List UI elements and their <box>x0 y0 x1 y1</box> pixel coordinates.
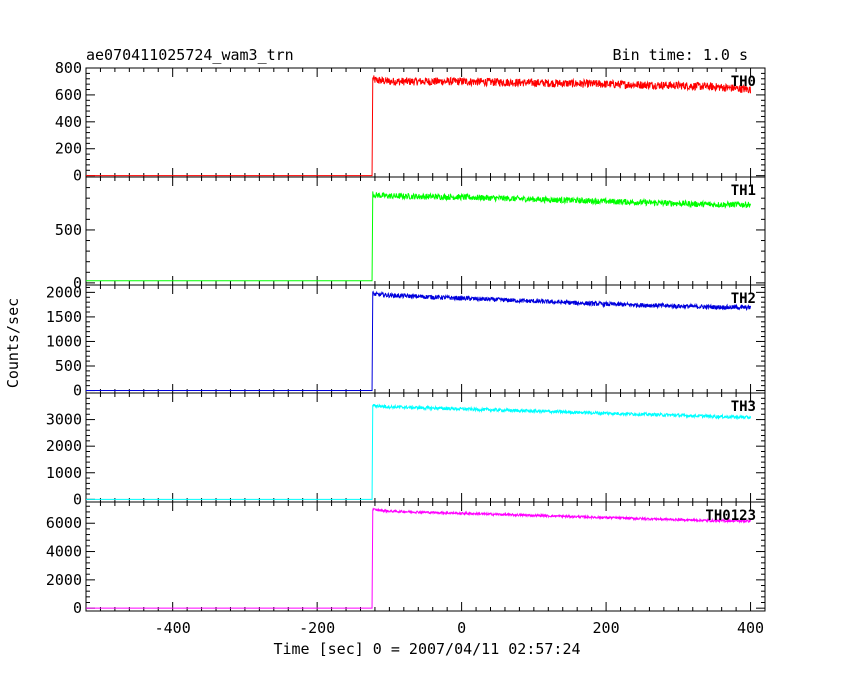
panel-label-th0123: TH0123 <box>705 508 756 524</box>
y-tick-label: 2000 <box>46 283 82 301</box>
y-tick-label: 1500 <box>46 308 82 326</box>
panel-frame <box>85 176 766 286</box>
y-tick-label: 500 <box>55 221 82 239</box>
series-line-th0 <box>86 75 752 177</box>
series-line-th2 <box>86 290 752 392</box>
y-tick-label: 1000 <box>46 464 82 482</box>
chart-title: ae070411025724_wam3_trn <box>86 46 294 64</box>
x-axis-label: Time [sec] 0 = 2007/04/11 02:57:24 <box>273 640 580 658</box>
panel-label-th1: TH1 <box>731 183 756 199</box>
x-tick-label: -400 <box>155 619 191 637</box>
series-line-th1 <box>86 191 752 282</box>
y-axis-label: Counts/sec <box>4 298 22 388</box>
y-tick-label: 600 <box>55 86 82 104</box>
y-tick-label: 0 <box>73 382 82 400</box>
y-tick-label: 500 <box>55 357 82 375</box>
y-tick-label: 0 <box>73 167 82 185</box>
panel-th0123: 0 2000 4000 6000 TH0123 <box>46 501 766 617</box>
y-tick-label: 400 <box>55 113 82 131</box>
panel-frame <box>85 284 766 394</box>
bin-time-label: Bin time: 1.0 s <box>613 46 748 64</box>
panel-th1: 0 500 TH1 <box>55 176 766 292</box>
y-tick-label: 3000 <box>46 411 82 429</box>
x-tick-label: 0 <box>457 619 466 637</box>
panel-label-th0: TH0 <box>731 74 756 90</box>
panel-th0: 0 200 400 600 800 TH0 <box>55 59 766 185</box>
y-tick-label: 800 <box>55 59 82 77</box>
y-tick-label: 1000 <box>46 332 82 350</box>
panel-th3: 0 1000 2000 3000 TH3 <box>46 392 766 508</box>
x-tick-label: 200 <box>593 619 620 637</box>
panel-label-th2: TH2 <box>731 291 756 307</box>
y-tick-label: 200 <box>55 140 82 158</box>
series-line-th0123 <box>86 507 751 609</box>
y-tick-label: 0 <box>73 490 82 508</box>
panel-th2: 0 500 1000 1500 2000 TH2 <box>46 283 766 400</box>
y-tick-label: 6000 <box>46 514 82 532</box>
series-line-th3 <box>86 403 752 500</box>
y-tick-label: 2000 <box>46 437 82 455</box>
y-tick-label: 0 <box>73 274 82 292</box>
panel-frame <box>85 501 766 612</box>
y-tick-label: 4000 <box>46 543 82 561</box>
x-tick-label: 400 <box>737 619 764 637</box>
y-tick-label: 0 <box>73 599 82 617</box>
panel-label-th3: TH3 <box>731 399 756 415</box>
y-tick-label: 2000 <box>46 571 82 589</box>
x-tick-label: -200 <box>299 619 335 637</box>
